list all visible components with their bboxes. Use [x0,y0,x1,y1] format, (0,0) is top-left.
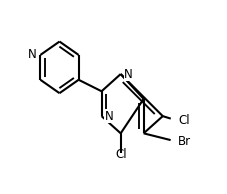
Text: N: N [28,48,37,61]
Text: Cl: Cl [177,114,189,127]
Text: Cl: Cl [114,148,126,161]
Text: N: N [105,110,113,123]
Text: Br: Br [177,135,190,148]
Text: N: N [123,68,132,81]
